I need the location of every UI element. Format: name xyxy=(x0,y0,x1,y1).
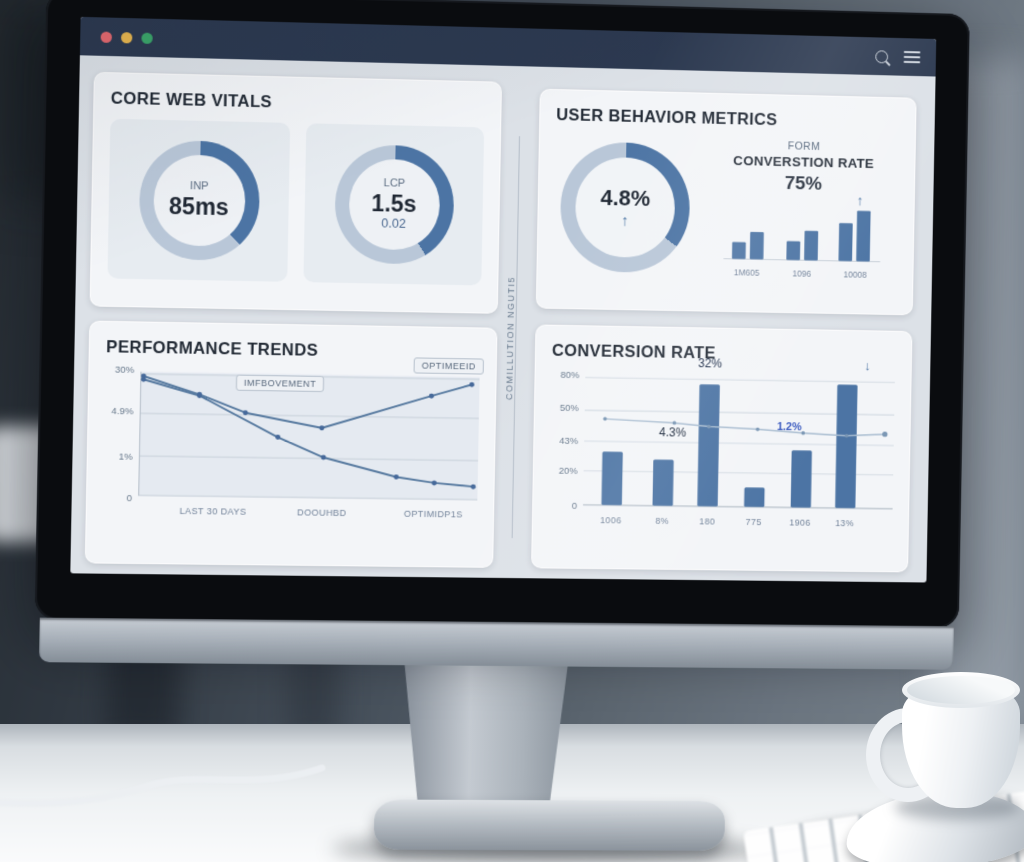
form-label: FORM xyxy=(787,140,821,153)
card-title: CORE WEB VITALS xyxy=(110,89,273,112)
behavior-gauge: 4.8% ↑ xyxy=(559,141,691,274)
trend-x-axis: LAST 30 DAYS DOOUHBD OPTIMIDP1S xyxy=(138,505,478,525)
line-annotation: 4.3% xyxy=(659,425,687,440)
conversion-x-axis: 1006 8% 180 775 1906 13% xyxy=(583,515,893,535)
conversion-rate-card: CONVERSION RATE 80% 50% 43% 20% 0 xyxy=(531,324,913,573)
inp-gauge: INP 85ms xyxy=(137,139,260,262)
gauge-value: 85ms xyxy=(168,192,230,221)
y-tick: 30% xyxy=(114,364,135,376)
gauge-label: INP xyxy=(189,180,209,194)
improvement-badge: IMFBOVEMENT xyxy=(235,374,325,392)
inp-tile: INP 85ms xyxy=(107,118,291,282)
form-conversion-value: 75% xyxy=(784,173,823,195)
up-arrow-icon: ↑ xyxy=(621,212,629,230)
menu-icon[interactable] xyxy=(903,51,921,64)
lcp-gauge: LCP 1.5s 0.02 xyxy=(333,144,455,265)
x-tick: 13% xyxy=(835,517,855,528)
user-behavior-card: USER BEHAVIOR METRICS 4.8% ↑ FORM xyxy=(535,88,917,315)
x-tick: 10008 xyxy=(843,269,867,280)
monitor-stand-base xyxy=(373,799,726,851)
card-title: USER BEHAVIOR METRICS xyxy=(556,106,778,130)
y-tick: 80% xyxy=(560,369,580,381)
y-tick: 20% xyxy=(558,465,578,477)
x-tick: OPTIMIDP1S xyxy=(403,508,463,520)
y-tick: 50% xyxy=(559,402,579,414)
y-tick: 43% xyxy=(559,434,579,447)
peak-annotation: 32% xyxy=(698,355,723,371)
x-tick: 1M605 xyxy=(733,267,760,278)
search-icon[interactable] xyxy=(875,49,889,63)
monitor-bezel: CORE WEB VITALS INP 85ms xyxy=(34,0,970,629)
divider-vertical-text: COMILLUTION NGUTI5 xyxy=(504,275,517,401)
coffee-mug xyxy=(866,672,1024,828)
x-tick: 8% xyxy=(655,515,670,526)
down-arrow-icon: ↓ xyxy=(864,357,871,373)
gauge-label: LCP xyxy=(383,177,406,191)
x-tick: 1906 xyxy=(789,517,811,528)
mini-chart-x-axis: 1M605 1096 10008 xyxy=(723,267,880,283)
x-tick: 1096 xyxy=(792,268,812,279)
lcp-tile: LCP 1.5s 0.02 xyxy=(303,123,485,286)
x-tick: 1006 xyxy=(599,514,622,525)
line-annotation: 1.2% xyxy=(776,421,802,434)
y-tick: 0 xyxy=(126,492,133,504)
x-tick: 180 xyxy=(699,515,716,527)
x-tick: LAST 30 DAYS xyxy=(179,505,247,517)
x-tick: DOOUHBD xyxy=(297,506,347,518)
traffic-light-minimize[interactable] xyxy=(121,31,133,43)
optimized-badge: OPTIMEEID xyxy=(413,356,484,375)
monitor-chin xyxy=(38,617,954,670)
traffic-light-zoom[interactable] xyxy=(141,32,153,44)
gauge-value: 1.5s xyxy=(371,189,417,217)
performance-trends-card: PERFORMANCE TRENDS 30% 4.9% 1% 0 IMFBOVE… xyxy=(84,320,498,568)
card-title: CONVERSION RATE xyxy=(551,341,716,363)
form-conversion-mini-chart xyxy=(723,210,881,271)
x-tick: 775 xyxy=(745,516,762,527)
gauge-value: 4.8% xyxy=(600,184,651,211)
conversion-y-axis: 80% 50% 43% 20% 0 xyxy=(549,369,585,512)
conversion-rate-chart xyxy=(583,371,895,515)
dashboard-screen: CORE WEB VITALS INP 85ms xyxy=(70,16,937,583)
mug-rim xyxy=(902,672,1020,708)
monitor-stand-neck xyxy=(388,663,581,816)
y-tick: 4.9% xyxy=(111,405,134,418)
column-divider: COMILLUTION NGUTI5 xyxy=(499,76,534,568)
core-web-vitals-card: CORE WEB VITALS INP 85ms xyxy=(89,71,503,314)
trend-y-axis: 30% 4.9% 1% 0 xyxy=(103,364,140,504)
form-conversion-label: CONVERSTION RATE xyxy=(733,153,875,172)
gauge-subvalue: 0.02 xyxy=(381,216,407,232)
y-tick: 1% xyxy=(118,451,133,463)
performance-trends-chart xyxy=(138,368,480,506)
y-tick: 0 xyxy=(571,500,578,512)
dashboard-content: CORE WEB VITALS INP 85ms xyxy=(70,55,935,582)
traffic-light-close[interactable] xyxy=(100,31,113,43)
up-arrow-icon: ↑ xyxy=(856,192,864,209)
imac-monitor: CORE WEB VITALS INP 85ms xyxy=(30,0,972,862)
